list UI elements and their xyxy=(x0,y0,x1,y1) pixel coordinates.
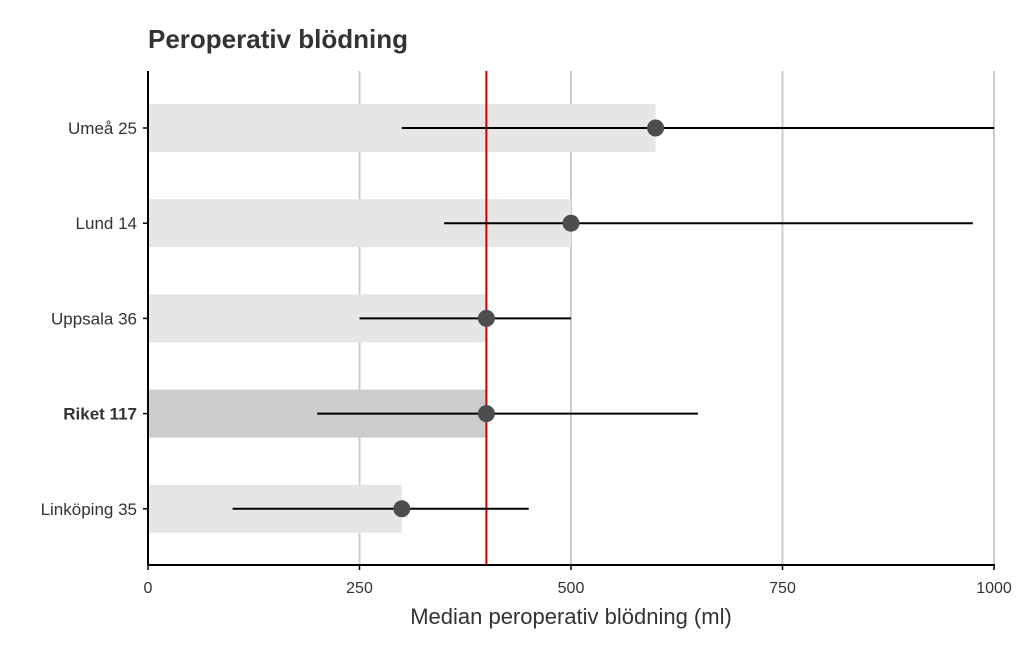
category-label: Riket 117 xyxy=(63,405,137,424)
median-point-2 xyxy=(477,309,495,327)
median-point-0 xyxy=(647,119,665,137)
median-point-1 xyxy=(562,214,580,232)
category-label: Uppsala 36 xyxy=(51,309,137,328)
x-tick-label: 750 xyxy=(769,580,796,597)
median-point-4 xyxy=(393,500,411,518)
category-label: Linköping 35 xyxy=(41,500,137,519)
x-tick-label: 500 xyxy=(558,580,585,597)
x-axis-title: Median peroperativ blödning (ml) xyxy=(410,604,732,629)
category-label: Lund 14 xyxy=(76,214,137,233)
median-point-3 xyxy=(477,405,495,423)
x-tick-label: 250 xyxy=(346,580,373,597)
chart-title: Peroperativ blödning xyxy=(148,24,409,54)
x-tick-label: 1000 xyxy=(976,580,1012,597)
x-tick-label: 0 xyxy=(144,580,153,597)
category-label: Umeå 25 xyxy=(68,119,137,138)
